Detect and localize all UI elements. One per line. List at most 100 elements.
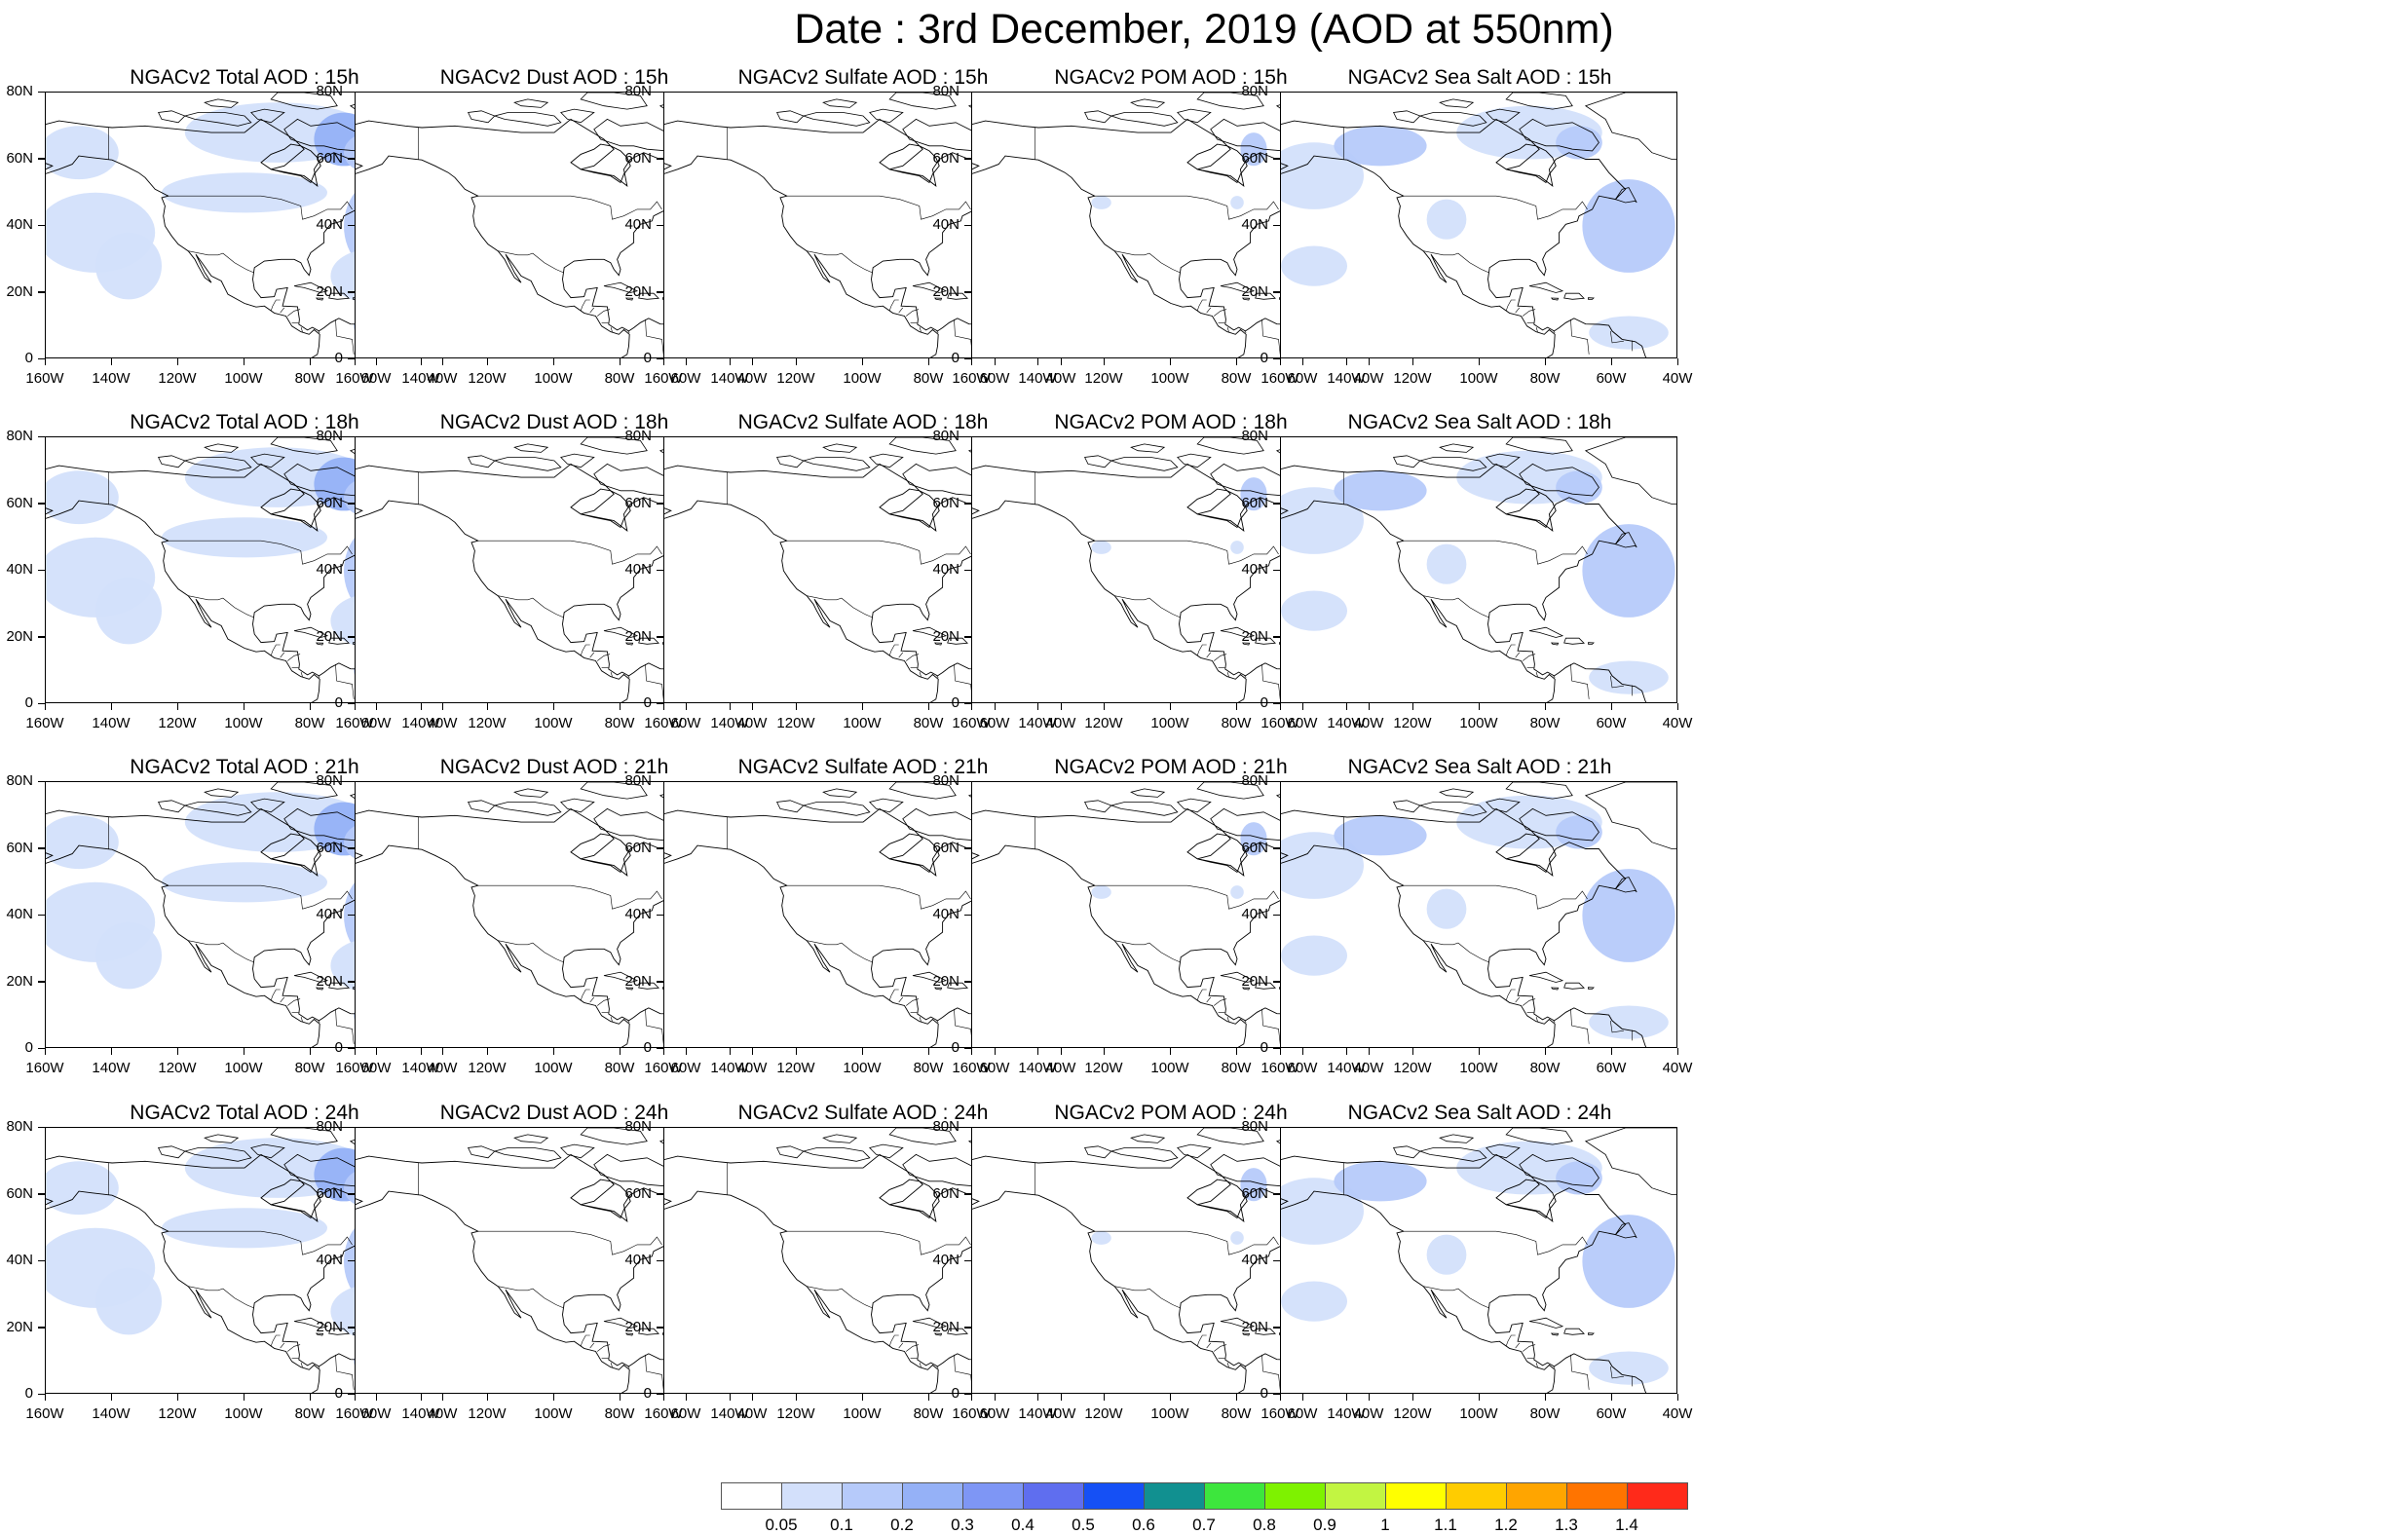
coastline-island xyxy=(1110,112,1179,127)
coastline-island xyxy=(603,281,639,293)
country-border xyxy=(335,1354,355,1390)
lon-tick xyxy=(1676,1394,1678,1401)
lon-tick xyxy=(795,1048,797,1055)
coastline-island xyxy=(1528,281,1564,293)
panel-title: NGACv2 Sea Salt AOD : 21h xyxy=(1347,756,1612,778)
lat-tick-label: 60N xyxy=(316,1184,343,1202)
lat-tick xyxy=(657,1259,663,1261)
country-border xyxy=(610,1363,613,1367)
lon-tick-label: 140W xyxy=(1327,715,1366,731)
coastline-island xyxy=(560,1143,595,1159)
lon-tick-label: 80W xyxy=(1221,1060,1252,1076)
lon-tick xyxy=(1544,1048,1546,1055)
lat-tick-label: 60N xyxy=(1241,494,1268,511)
lon-tick xyxy=(176,1048,178,1055)
lon-tick-label: 120W xyxy=(776,370,815,387)
coastline-island xyxy=(204,788,240,798)
lon-tick-label: 140W xyxy=(710,370,749,387)
country-border xyxy=(645,318,664,355)
lon-tick-label: 100W xyxy=(1459,370,1498,387)
lat-tick-label: 60N xyxy=(316,149,343,167)
coastline-island xyxy=(1418,112,1487,127)
coastline-island xyxy=(593,118,674,152)
lat-tick-label: 40N xyxy=(624,1252,652,1268)
panel-title: NGACv2 Sea Salt AOD : 24h xyxy=(1347,1102,1612,1124)
lat-tick-label: 60N xyxy=(6,149,33,167)
colorbar-label: 0.9 xyxy=(1313,1516,1336,1534)
lon-tick-label: 120W xyxy=(776,1060,815,1076)
colorbar-swatch xyxy=(1325,1482,1386,1510)
lon-tick xyxy=(1279,1394,1281,1401)
lon-tick-label: 140W xyxy=(92,1405,131,1422)
lon-tick xyxy=(1169,1048,1171,1055)
coastline-hudson-bay xyxy=(260,488,321,529)
coastline-island xyxy=(560,798,595,813)
aod-region xyxy=(1589,660,1669,694)
coastline-island xyxy=(513,788,549,798)
country-border xyxy=(1196,644,1207,656)
lat-tick-label: 40N xyxy=(624,561,652,578)
lat-tick-label: 0 xyxy=(1260,694,1268,711)
coastline-island xyxy=(1220,626,1256,638)
coastline-island xyxy=(1392,110,1421,124)
lat-tick-label: 60N xyxy=(6,839,33,856)
lon-tick xyxy=(1301,703,1303,710)
lon-tick xyxy=(552,358,554,365)
lon-tick xyxy=(685,358,687,365)
lat-tick-label: 40N xyxy=(6,1252,33,1268)
lon-tick xyxy=(1301,358,1303,365)
lat-tick-label: 80N xyxy=(932,1118,959,1135)
coastline-island xyxy=(624,642,634,646)
country-border xyxy=(919,327,922,332)
lat-tick-label: 80N xyxy=(932,772,959,789)
lat-tick-label: 40N xyxy=(624,216,652,233)
country-border xyxy=(906,1344,920,1352)
lat-tick xyxy=(657,981,663,983)
lat-tick xyxy=(348,1193,355,1195)
lat-tick-label: 0 xyxy=(24,694,33,711)
lat-tick-label: 40N xyxy=(316,216,343,233)
panel-title: NGACv2 Sulfate AOD : 15h xyxy=(737,66,989,89)
lon-tick xyxy=(795,1394,797,1401)
aod-region xyxy=(46,815,119,870)
lat-tick-label: 60N xyxy=(624,149,652,167)
coastline-island xyxy=(1439,98,1475,108)
lat-tick-label: 20N xyxy=(1241,1318,1268,1335)
lat-tick xyxy=(38,636,45,638)
lon-tick xyxy=(176,1394,178,1401)
lon-tick-label: 60W xyxy=(979,370,1010,387)
coastline-island xyxy=(1519,807,1599,842)
lon-tick-label: 40W xyxy=(427,1405,458,1422)
panel-title: NGACv2 Sulfate AOD : 18h xyxy=(737,411,989,433)
country-border xyxy=(477,884,662,910)
lon-tick-label: 120W xyxy=(1084,715,1123,731)
coastline-hudson-bay xyxy=(879,1179,940,1219)
lon-tick-label: 100W xyxy=(534,370,573,387)
aod-region xyxy=(1230,541,1244,554)
country-border xyxy=(936,675,939,679)
coastline-island xyxy=(1614,1222,1637,1239)
panel-title: NGACv2 Total AOD : 15h xyxy=(130,66,359,89)
lon-tick-label: 40W xyxy=(1353,370,1384,387)
lon-tick xyxy=(1676,703,1678,710)
country-border xyxy=(1553,1366,1556,1369)
lat-tick-label: 80N xyxy=(1241,428,1268,444)
colorbar-swatch xyxy=(1023,1482,1084,1510)
country-border xyxy=(1570,663,1590,699)
lon-tick xyxy=(420,1048,422,1055)
country-border xyxy=(807,1286,873,1309)
country-border xyxy=(1196,989,1207,1001)
lon-tick xyxy=(662,358,664,365)
lon-tick-label: 60W xyxy=(1596,1405,1627,1422)
coastline-hudson-bay xyxy=(1186,143,1248,184)
coastline-north-america xyxy=(46,463,412,702)
lon-tick xyxy=(1103,1394,1105,1401)
coastline-island xyxy=(638,982,659,990)
aod-region xyxy=(1426,1234,1467,1275)
country-border xyxy=(168,540,353,565)
lat-tick-label: 20N xyxy=(1241,972,1268,990)
lat-tick xyxy=(38,981,45,983)
lat-tick-label: 20N xyxy=(1241,282,1268,300)
coastline-island xyxy=(513,443,549,453)
country-border xyxy=(936,1366,939,1369)
